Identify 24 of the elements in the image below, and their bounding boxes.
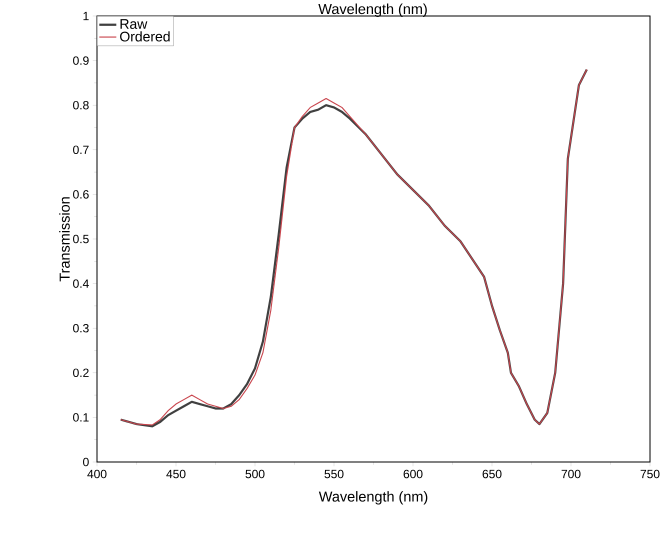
x-tick-label: 600 [404, 470, 423, 478]
y-tick-label: 0.9 [73, 56, 89, 65]
x-axis-title: Wavelength (nm) [318, 491, 428, 505]
legend-label: Raw [120, 19, 148, 29]
y-tick-label: 0.5 [73, 234, 89, 244]
x-tick-label: 750 [640, 470, 660, 478]
y-tick-label: 0.3 [73, 324, 89, 332]
x-tick-label: 550 [324, 470, 344, 478]
y-tick-label: 0.6 [73, 190, 89, 199]
x-tick-label: 650 [482, 470, 502, 478]
x-tick-label: 400 [87, 470, 107, 478]
y-tick-label: 1 [83, 12, 89, 20]
y-tick-label: 0.4 [73, 279, 89, 288]
x-tick-label: 700 [562, 470, 581, 478]
chart-title: Wavelength (nm) [318, 4, 427, 17]
x-tick-label: 450 [166, 470, 186, 478]
y-tick-label: 0.2 [73, 368, 89, 378]
y-tick-label: 0 [83, 458, 89, 466]
legend-label: Ordered [120, 31, 170, 42]
x-tick-label: 500 [246, 470, 265, 478]
y-tick-label: 0.1 [73, 413, 89, 422]
y-axis-title: Transmission [59, 197, 70, 282]
y-tick-label: 0.7 [73, 146, 89, 154]
y-tick-label: 0.8 [73, 100, 89, 110]
